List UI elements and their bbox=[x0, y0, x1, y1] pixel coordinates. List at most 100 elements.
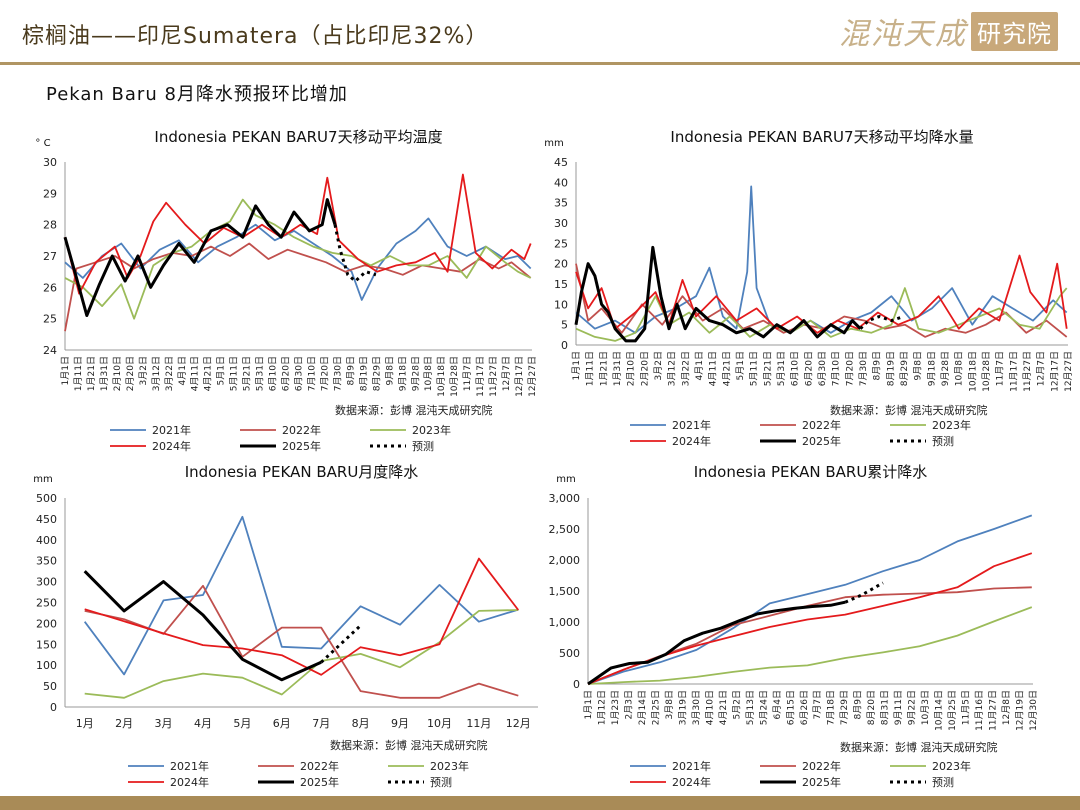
x-tick-label: 5月1日 bbox=[216, 356, 227, 385]
y-tick-label: 0 bbox=[573, 678, 580, 691]
x-tick-label: 2月10日 bbox=[626, 351, 637, 386]
y-tick-label: 45 bbox=[554, 156, 568, 169]
x-tick-label: 12月19日 bbox=[1015, 690, 1026, 731]
legend-label: 2025年 bbox=[802, 775, 841, 789]
x-tick-label: 6月30日 bbox=[817, 351, 828, 386]
x-tick-label: 1月12日 bbox=[596, 690, 607, 725]
x-tick-label: 6月30日 bbox=[294, 356, 305, 391]
x-tick-label: 2月20日 bbox=[125, 356, 136, 391]
x-tick-label: 5月2日 bbox=[731, 690, 742, 719]
y-unit-label: mm bbox=[33, 474, 52, 485]
x-tick-label: 7月10日 bbox=[831, 351, 842, 386]
chart-monthly-rainfall: Indonesia PEKAN BARU月度降水 mm 0 50 100 150 200 25… bbox=[33, 463, 538, 789]
x-tick-label: 8月9日 bbox=[872, 351, 883, 380]
x-tick-label: 3月30日 bbox=[691, 690, 702, 725]
series-line-2025年 bbox=[587, 600, 846, 686]
x-tick-label: 12月17日 bbox=[514, 356, 525, 397]
chart-title: Indonesia PEKAN BARU7天移动平均温度 bbox=[154, 128, 442, 146]
logo-script: 混沌天成 bbox=[839, 17, 967, 52]
x-tick-label: 7月7日 bbox=[812, 690, 823, 719]
x-tick-label: 4月 bbox=[194, 717, 212, 730]
x-tick-label: 2月10日 bbox=[112, 356, 123, 391]
x-tick-label: 7月20日 bbox=[319, 356, 330, 391]
x-tick-label: 9月22日 bbox=[907, 690, 918, 725]
x-tick-label: 12月7日 bbox=[1036, 351, 1047, 386]
logo-box: 研究院 bbox=[971, 11, 1058, 51]
header-divider bbox=[0, 62, 1080, 65]
x-tick-label: 1月21日 bbox=[86, 356, 97, 391]
x-tick-label: 9月8日 bbox=[913, 351, 924, 380]
y-tick-label: 35 bbox=[554, 197, 568, 210]
y-tick-label: 2,500 bbox=[549, 523, 581, 536]
x-tick-label: 8月29日 bbox=[899, 351, 910, 386]
x-tick-label: 10月28日 bbox=[449, 356, 460, 397]
legend-label: 2025年 bbox=[300, 775, 339, 789]
series-line-2025年 bbox=[83, 570, 322, 682]
legend-label: 2024年 bbox=[152, 439, 191, 453]
y-tick-label: 24 bbox=[43, 344, 57, 357]
x-tick-label: 1月23日 bbox=[610, 690, 621, 725]
legend-label: 2022年 bbox=[300, 759, 339, 773]
x-tick-label: 6月26日 bbox=[799, 690, 810, 725]
y-tick-label: 26 bbox=[43, 281, 57, 294]
x-tick-label: 5月11日 bbox=[749, 351, 760, 386]
legend-label: 2021年 bbox=[152, 423, 191, 437]
x-tick-label: 8月9日 bbox=[853, 690, 864, 719]
x-tick-label: 9月11日 bbox=[893, 690, 904, 725]
y-tick-label: 100 bbox=[36, 659, 57, 672]
x-tick-label: 12月27日 bbox=[1063, 351, 1074, 392]
series-line-2023年 bbox=[64, 198, 532, 320]
x-tick-label: 8月20日 bbox=[866, 690, 877, 725]
x-tick-label: 8月9日 bbox=[345, 356, 356, 385]
series-line-2025年 bbox=[63, 198, 337, 317]
series-line-预测 bbox=[333, 224, 377, 283]
source-note: 数据来源：彭博 混沌天成研究院 bbox=[330, 738, 488, 752]
chart-title: Indonesia PEKAN BARU7天移动平均降水量 bbox=[670, 128, 973, 146]
source-note: 数据来源：彭博 混沌天成研究院 bbox=[830, 403, 988, 417]
x-tick-label: 11月27日 bbox=[988, 690, 999, 731]
chart-title: Indonesia PEKAN BARU累计降水 bbox=[694, 463, 928, 481]
x-tick-label: 5月 bbox=[233, 717, 251, 730]
x-tick-label: 2月25日 bbox=[650, 690, 661, 725]
source-note: 数据来源：彭博 混沌天成研究院 bbox=[840, 740, 998, 754]
x-tick-label: 6月4日 bbox=[772, 690, 783, 719]
x-tick-label: 2月14日 bbox=[637, 690, 648, 725]
y-tick-label: 15 bbox=[554, 278, 568, 291]
legend-label: 2021年 bbox=[672, 759, 711, 773]
legend-label: 预测 bbox=[412, 440, 434, 453]
y-unit-label: mm bbox=[556, 474, 575, 485]
footer-bar bbox=[0, 796, 1080, 810]
x-tick-label: 10月18日 bbox=[436, 356, 447, 397]
legend-label: 2022年 bbox=[282, 423, 321, 437]
x-tick-label: 3月2日 bbox=[138, 356, 149, 385]
y-tick-label: 1,000 bbox=[549, 616, 581, 629]
page-title: 棕榈油——印尼Sumatera（占比印尼32%） bbox=[22, 24, 489, 49]
series-line-2021年 bbox=[83, 515, 519, 676]
x-tick-label: 1月11日 bbox=[585, 351, 596, 386]
x-tick-label: 8月31日 bbox=[880, 690, 891, 725]
x-tick-label: 8月29日 bbox=[371, 356, 382, 391]
chart-temperature: Indonesia PEKAN BARU7天移动平均温度 ° C 24 25 26 27 2… bbox=[35, 128, 538, 453]
y-tick-label: 20 bbox=[554, 258, 568, 271]
x-tick-label: 4月1日 bbox=[694, 351, 705, 380]
x-tick-label: 10月 bbox=[427, 717, 452, 730]
legend-label: 2023年 bbox=[932, 418, 971, 432]
x-tick-label: 12月27日 bbox=[527, 356, 538, 397]
x-tick-label: 5月21日 bbox=[762, 351, 773, 386]
x-tick-label: 7月29日 bbox=[839, 690, 850, 725]
x-tick-label: 8月19日 bbox=[358, 356, 369, 391]
x-tick-label: 3月22日 bbox=[680, 351, 691, 386]
company-logo: 混沌天成 研究院 bbox=[839, 10, 1058, 52]
slide-subtitle: Pekan Baru 8月降水预报环比增加 bbox=[46, 84, 348, 105]
legend-label: 2025年 bbox=[802, 434, 841, 448]
x-tick-label: 12月7日 bbox=[501, 356, 512, 391]
y-tick-label: 500 bbox=[36, 492, 57, 505]
y-tick-label: 0 bbox=[561, 339, 568, 352]
x-tick-label: 11月17日 bbox=[1008, 351, 1019, 392]
x-tick-label: 12月17日 bbox=[1049, 351, 1060, 392]
x-tick-label: 1月1日 bbox=[583, 690, 594, 719]
x-tick-label: 9月 bbox=[391, 717, 409, 730]
series-line-2025年 bbox=[574, 245, 862, 343]
x-tick-label: 6月20日 bbox=[803, 351, 814, 386]
x-tick-label: 6月20日 bbox=[281, 356, 292, 391]
